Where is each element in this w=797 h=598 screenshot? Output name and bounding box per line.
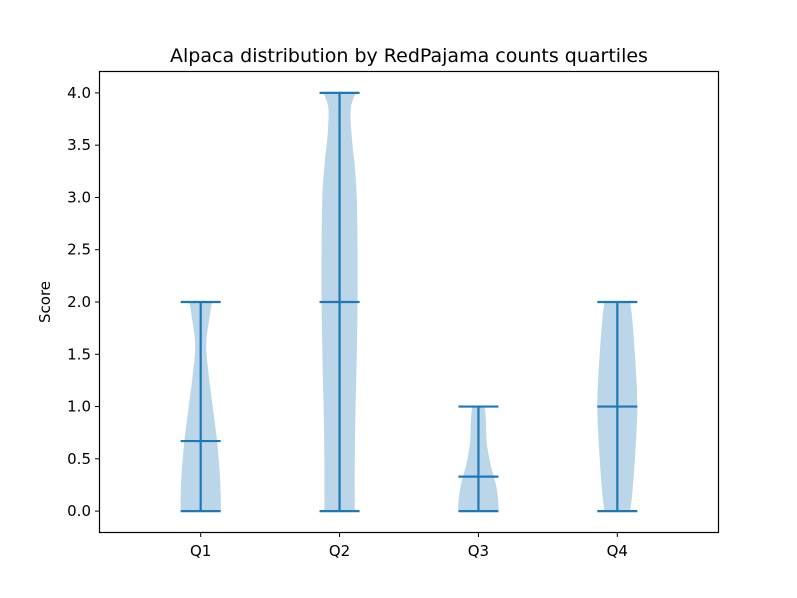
violin-layer: [180, 91, 638, 513]
y-tick-label: 4.0: [67, 84, 91, 102]
x-tick-label-q3: Q3: [468, 542, 489, 560]
y-tick-label: 2.0: [67, 293, 91, 311]
x-tick-label-q1: Q1: [190, 542, 211, 560]
chart-title: Alpaca distribution by RedPajama counts …: [170, 45, 648, 67]
y-tick-label: 0.5: [67, 450, 91, 468]
y-tick-label: 2.5: [67, 241, 91, 259]
y-tick-label: 0.0: [67, 502, 91, 520]
plot-frame: [98, 70, 720, 534]
y-tick-label: 1.0: [67, 398, 91, 416]
y-tick-label: 1.5: [67, 345, 91, 363]
x-tick-label-q4: Q4: [607, 542, 628, 560]
y-tick-label: 3.0: [67, 188, 91, 206]
y-axis-label: Score: [36, 281, 54, 323]
tick-layer: Q1 Q2 Q3 Q4 0.0 0.5 1.0 1.5 2.0 2.5 3.0 3.5 4.0: [67, 84, 628, 560]
y-tick-label: 3.5: [67, 136, 91, 154]
x-tick-label-q2: Q2: [329, 542, 350, 560]
